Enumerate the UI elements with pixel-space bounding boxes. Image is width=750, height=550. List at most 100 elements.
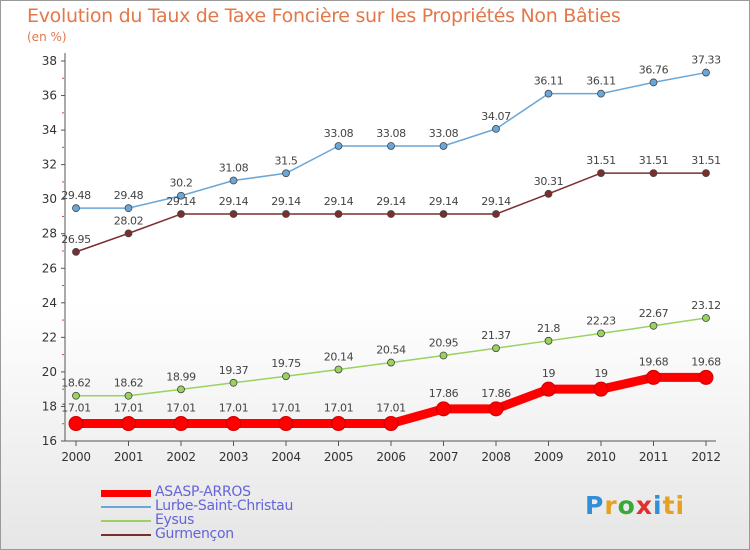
- data-point-gurmen-on: [72, 247, 80, 256]
- legend-item-gurmen-on: Gurmençon: [101, 526, 401, 542]
- x-tick-label: 2000: [61, 450, 90, 464]
- data-label-eysus: 20.95: [429, 337, 459, 350]
- data-point-asasp-arros: [488, 401, 504, 417]
- data-label-gurmen-on: 30.31: [534, 175, 564, 188]
- data-label-lurbe-saint-christau: 31.08: [219, 162, 249, 175]
- legend-item-lurbe-saint-christau: Lurbe-Saint-Christau: [101, 498, 401, 514]
- x-tick-label: 2008: [481, 450, 510, 464]
- data-point-lurbe-saint-christau: [72, 204, 80, 213]
- data-label-eysus: 19.75: [271, 357, 301, 370]
- data-point-eysus: [177, 385, 185, 394]
- data-point-gurmen-on: [387, 210, 395, 218]
- data-label-lurbe-saint-christau: 29.48: [61, 189, 91, 202]
- legend-label: Gurmençon: [155, 526, 234, 542]
- data-point-eysus: [492, 344, 500, 353]
- y-tick-label: 20: [42, 365, 57, 379]
- data-point-asasp-arros: [331, 416, 346, 432]
- data-point-eysus: [439, 351, 448, 360]
- y-tick-label: 32: [42, 158, 57, 172]
- data-label-lurbe-saint-christau: 33.08: [429, 127, 459, 140]
- legend-swatch: [101, 534, 151, 536]
- data-point-asasp-arros: [541, 381, 556, 397]
- x-tick-label: 2002: [166, 450, 195, 464]
- y-tick-label: 28: [42, 227, 57, 241]
- legend-item-eysus: Eysus: [101, 512, 401, 528]
- x-tick-label: 2007: [429, 450, 458, 464]
- data-label-gurmen-on: 26.95: [61, 233, 91, 246]
- data-label-lurbe-saint-christau: 36.11: [586, 75, 616, 88]
- x-tick-label: 2006: [376, 450, 405, 464]
- chart-subtitle: (en %): [27, 30, 67, 44]
- data-point-asasp-arros: [226, 416, 241, 432]
- data-label-lurbe-saint-christau: 29.48: [114, 189, 144, 202]
- data-point-gurmen-on: [439, 210, 448, 218]
- data-point-lurbe-saint-christau: [544, 89, 553, 98]
- data-label-asasp-arros: 19: [594, 367, 608, 380]
- x-tick-label: 2005: [324, 450, 353, 464]
- data-label-asasp-arros: 17.01: [271, 402, 301, 415]
- data-point-eysus: [229, 378, 238, 387]
- data-point-gurmen-on: [492, 210, 500, 218]
- data-point-asasp-arros: [68, 416, 84, 432]
- legend-swatch: [101, 489, 151, 497]
- data-point-eysus: [702, 314, 710, 322]
- data-point-lurbe-saint-christau: [492, 124, 500, 133]
- data-label-asasp-arros: 19.68: [639, 355, 669, 368]
- proxiti-logo: Proxiti: [585, 491, 686, 520]
- data-label-gurmen-on: 29.14: [219, 195, 249, 208]
- legend-swatch: [101, 506, 151, 508]
- data-label-lurbe-saint-christau: 37.33: [691, 54, 721, 67]
- data-label-asasp-arros: 17.01: [61, 402, 91, 415]
- data-label-eysus: 18.99: [166, 370, 196, 383]
- data-label-gurmen-on: 28.02: [114, 214, 144, 227]
- legend-label: ASASP-ARROS: [155, 484, 251, 500]
- data-point-eysus: [649, 321, 658, 330]
- data-label-gurmen-on: 29.14: [271, 195, 301, 208]
- data-point-lurbe-saint-christau: [702, 68, 710, 77]
- data-point-lurbe-saint-christau: [282, 169, 290, 178]
- data-label-gurmen-on: 29.14: [166, 195, 196, 208]
- data-label-gurmen-on: 29.14: [376, 195, 406, 208]
- y-tick-label: 22: [42, 330, 57, 344]
- y-tick-label: 30: [42, 192, 57, 206]
- y-tick-label: 26: [42, 261, 57, 275]
- legend-label: Eysus: [155, 512, 195, 528]
- data-label-eysus: 20.54: [376, 344, 406, 357]
- data-label-eysus: 21.8: [537, 322, 560, 335]
- x-tick-label: 2012: [691, 450, 720, 464]
- data-point-gurmen-on: [229, 210, 238, 218]
- data-label-lurbe-saint-christau: 33.08: [376, 127, 406, 140]
- data-label-gurmen-on: 29.14: [324, 195, 354, 208]
- data-point-gurmen-on: [702, 169, 710, 178]
- y-tick-label: 18: [42, 399, 57, 413]
- data-point-eysus: [334, 365, 343, 374]
- data-label-eysus: 22.23: [586, 314, 616, 327]
- chart-title: Evolution du Taux de Taxe Foncière sur l…: [27, 5, 621, 27]
- data-label-gurmen-on: 31.51: [691, 154, 721, 167]
- x-tick-label: 2004: [271, 450, 300, 464]
- data-point-asasp-arros: [698, 369, 714, 385]
- data-label-gurmen-on: 29.14: [429, 195, 459, 208]
- data-label-gurmen-on: 31.51: [586, 154, 616, 167]
- data-label-eysus: 22.67: [639, 307, 669, 320]
- y-tick-label: 38: [42, 54, 57, 68]
- data-label-asasp-arros: 19.68: [691, 355, 721, 368]
- data-label-eysus: 21.37: [481, 329, 511, 342]
- data-label-eysus: 23.12: [691, 299, 721, 312]
- legend-item-asasp-arros: ASASP-ARROS: [101, 484, 401, 500]
- data-label-lurbe-saint-christau: 34.07: [481, 110, 511, 123]
- data-point-gurmen-on: [177, 210, 185, 218]
- x-tick-label: 2009: [534, 450, 563, 464]
- y-tick-label: 16: [42, 434, 57, 448]
- x-tick-label: 2001: [114, 450, 143, 464]
- data-point-lurbe-saint-christau: [229, 176, 238, 185]
- data-point-asasp-arros: [383, 416, 399, 432]
- data-point-gurmen-on: [124, 229, 133, 238]
- data-point-gurmen-on: [282, 210, 290, 218]
- data-point-gurmen-on: [597, 169, 605, 178]
- data-label-eysus: 19.37: [219, 364, 249, 377]
- data-point-asasp-arros: [646, 369, 661, 385]
- data-point-eysus: [124, 391, 133, 400]
